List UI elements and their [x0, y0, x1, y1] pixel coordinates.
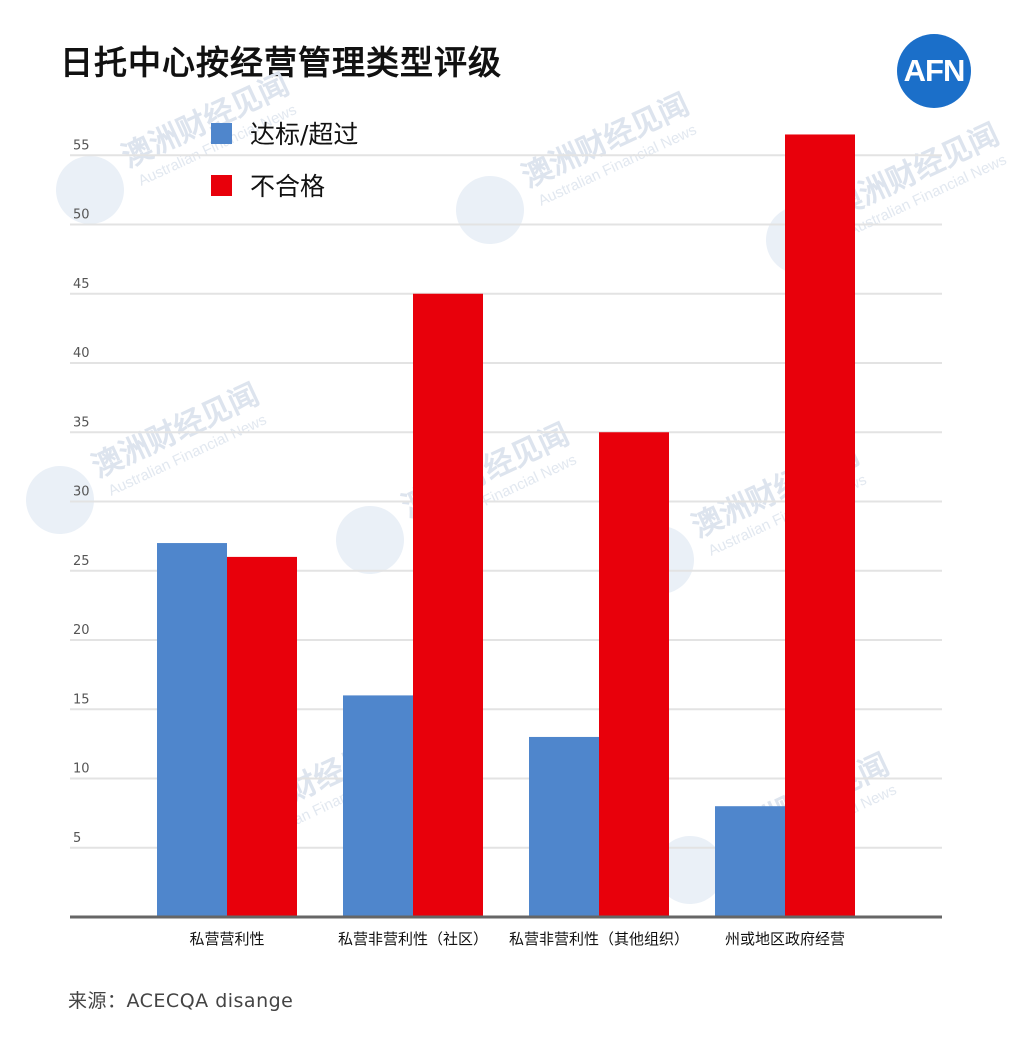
afn-logo: AFN: [897, 34, 971, 108]
bar-series-b: [413, 293, 483, 917]
source-note: 来源：ACECQA disange: [68, 990, 294, 1012]
afn-logo-text: AFN: [903, 53, 966, 88]
bar-series-b: [227, 556, 297, 917]
bar-series-a: [157, 543, 227, 917]
y-tick-label: 45: [73, 277, 90, 292]
legend-label: 不合格: [250, 172, 325, 201]
y-tick-label: 40: [73, 346, 90, 361]
chart-title: 日托中心按经营管理类型评级: [60, 43, 502, 82]
bar-series-b: [785, 134, 855, 918]
y-tick-label: 30: [73, 485, 90, 500]
watermark-logo: [26, 466, 94, 534]
y-tick-label: 20: [73, 623, 90, 638]
y-tick-label: 15: [73, 692, 90, 707]
watermark-logo: [656, 836, 724, 904]
x-category-label: 私营营利性: [189, 930, 264, 948]
y-tick-label: 55: [73, 138, 90, 153]
watermark-logo: [56, 156, 124, 224]
legend-swatch: [211, 123, 232, 144]
watermark-logo: [336, 506, 404, 574]
legend-swatch: [211, 175, 232, 196]
bar-series-b: [599, 432, 669, 917]
watermark-logo: [456, 176, 524, 244]
bar-series-a: [343, 695, 413, 917]
x-category-label: 私营非营利性（社区）: [338, 930, 488, 948]
y-tick-label: 50: [73, 208, 90, 223]
bar-series-a: [715, 806, 785, 917]
bars: 私营营利性 私营非营利性（社区） 私营非营利性（其他组织） 州或地区政府经营: [157, 134, 855, 948]
bar-series-a: [529, 736, 599, 917]
y-tick-label: 5: [73, 831, 81, 846]
y-tick-label: 10: [73, 762, 90, 777]
legend-label: 达标/超过: [250, 120, 358, 149]
y-tick-label: 35: [73, 415, 90, 430]
x-category-label: 私营非营利性（其他组织）: [509, 930, 689, 948]
y-tick-label: 25: [73, 554, 90, 569]
x-category-label: 州或地区政府经营: [725, 930, 845, 948]
